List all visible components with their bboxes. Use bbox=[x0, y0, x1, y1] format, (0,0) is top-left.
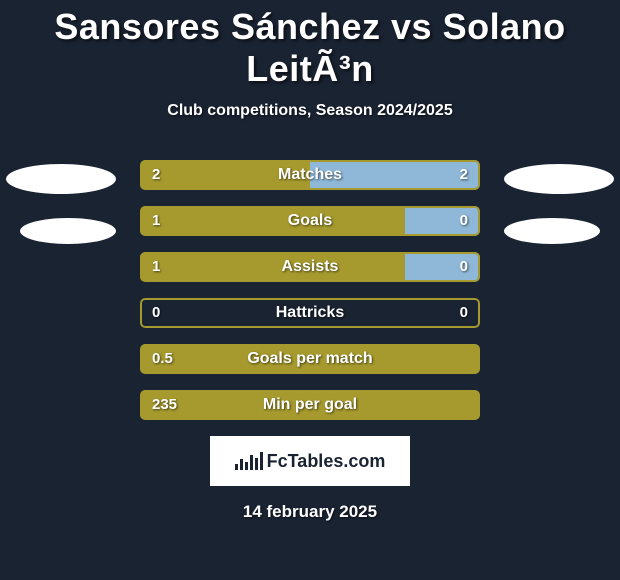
stat-label: Hattricks bbox=[140, 298, 480, 328]
stat-row: 22Matches bbox=[140, 160, 480, 190]
ellipse-icon bbox=[6, 164, 116, 194]
stat-label: Assists bbox=[140, 252, 480, 282]
date-text: 14 february 2025 bbox=[0, 502, 620, 522]
stats-area: 22Matches 10Goals 10Assists 00Hattricks 0.5G… bbox=[0, 160, 620, 420]
logo-box: FcTables.com bbox=[210, 436, 410, 486]
stat-row: 00Hattricks bbox=[140, 298, 480, 328]
left-player-shapes bbox=[0, 160, 116, 244]
page-title: Sansores Sánchez vs Solano LeitÃ³n bbox=[0, 0, 620, 90]
stat-label: Matches bbox=[140, 160, 480, 190]
stat-label: Goals per match bbox=[140, 344, 480, 374]
ellipse-icon bbox=[20, 218, 116, 244]
bars-icon bbox=[235, 452, 263, 470]
stat-row: 10Assists bbox=[140, 252, 480, 282]
ellipse-icon bbox=[504, 164, 614, 194]
stat-row: 235Min per goal bbox=[140, 390, 480, 420]
ellipse-icon bbox=[504, 218, 600, 244]
right-player-shapes bbox=[504, 160, 620, 244]
subtitle: Club competitions, Season 2024/2025 bbox=[0, 102, 620, 120]
stat-label: Goals bbox=[140, 206, 480, 236]
comparison-rows: 22Matches 10Goals 10Assists 00Hattricks 0.5G… bbox=[140, 160, 480, 420]
logo-text: FcTables.com bbox=[267, 451, 386, 472]
stat-label: Min per goal bbox=[140, 390, 480, 420]
stat-row: 10Goals bbox=[140, 206, 480, 236]
stat-row: 0.5Goals per match bbox=[140, 344, 480, 374]
